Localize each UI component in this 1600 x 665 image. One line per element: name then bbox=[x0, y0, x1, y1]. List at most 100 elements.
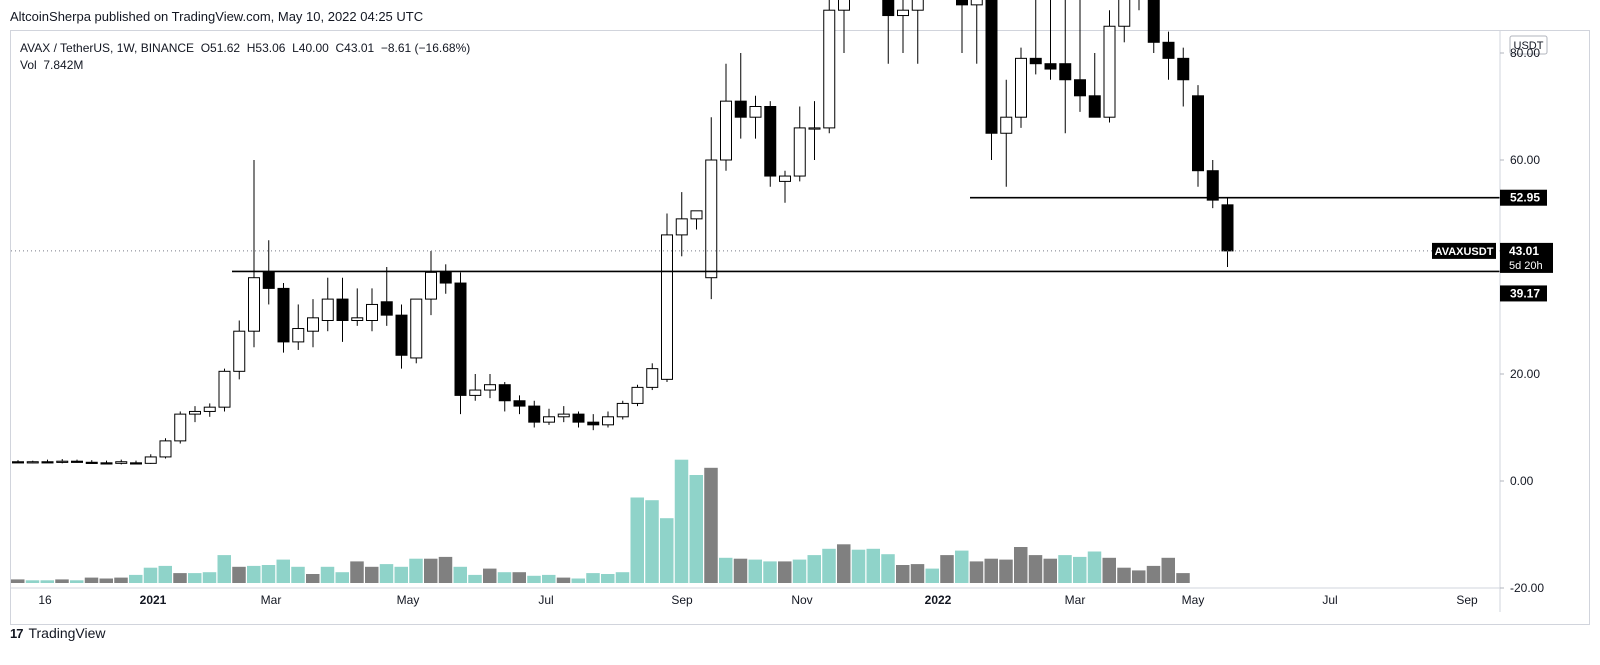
y-tick-label: 20.00 bbox=[1510, 367, 1540, 381]
candle-down bbox=[1059, 63, 1072, 81]
volume-bar bbox=[335, 572, 349, 583]
volume-bar bbox=[158, 565, 172, 583]
candle-up bbox=[1118, 0, 1131, 27]
volume-bar bbox=[40, 580, 54, 583]
candle-down bbox=[882, 0, 895, 17]
volume-bar bbox=[468, 574, 482, 583]
candle-up bbox=[26, 461, 39, 464]
x-tick-label: Jul bbox=[538, 593, 553, 607]
x-tick-label: 2022 bbox=[925, 593, 952, 607]
volume-bar bbox=[25, 580, 40, 583]
volume-bar bbox=[969, 561, 984, 583]
volume-bar bbox=[99, 578, 113, 583]
candle-up bbox=[557, 413, 570, 418]
x-tick-label: 16 bbox=[38, 593, 52, 607]
candle-down bbox=[395, 314, 408, 356]
legend-volume: Vol 7.842M bbox=[20, 58, 84, 72]
volume-bar bbox=[84, 577, 99, 583]
volume-bar bbox=[1102, 557, 1116, 583]
volume-bar bbox=[955, 550, 969, 583]
volume-bar bbox=[306, 574, 320, 583]
candle-up bbox=[749, 106, 762, 118]
candle-down bbox=[41, 461, 54, 464]
candle-down bbox=[1177, 57, 1190, 81]
candle-down bbox=[1206, 170, 1219, 201]
candle-down bbox=[130, 462, 142, 465]
candle-up bbox=[808, 127, 821, 130]
candle-up bbox=[720, 100, 732, 161]
price-axis: USDT140.00120.00100.0080.0060.0040.0020.… bbox=[11, 31, 1548, 612]
volume-bar bbox=[674, 459, 689, 583]
volume-bar bbox=[11, 579, 25, 583]
candle-down bbox=[956, 0, 968, 6]
volume-bar bbox=[55, 579, 69, 583]
volume-bar bbox=[689, 475, 703, 583]
candle-up bbox=[366, 303, 378, 322]
volume-bar bbox=[615, 572, 630, 583]
volume-bar bbox=[453, 566, 467, 583]
currency-label-box bbox=[1509, 35, 1548, 55]
candle-up bbox=[203, 406, 216, 412]
volume-bar bbox=[1087, 551, 1102, 583]
volume-bar bbox=[129, 574, 143, 583]
candle-down bbox=[513, 400, 526, 407]
volume-bar bbox=[232, 566, 246, 583]
volume-bar bbox=[379, 564, 394, 583]
candle-down bbox=[1147, 0, 1160, 43]
candle-up bbox=[469, 389, 482, 396]
candle-down bbox=[572, 413, 585, 423]
x-tick-label: May bbox=[1182, 593, 1205, 607]
price-tag-support: 39.17 bbox=[1510, 286, 1540, 300]
x-tick-label: May bbox=[397, 593, 420, 607]
volume-bar bbox=[704, 467, 718, 583]
volume-bar bbox=[601, 574, 615, 583]
volume-bar bbox=[556, 577, 571, 583]
volume-bar bbox=[350, 561, 364, 583]
volume-bar bbox=[1176, 573, 1190, 583]
candle-down bbox=[985, 0, 998, 134]
candle-up bbox=[911, 0, 924, 11]
candle-down bbox=[85, 461, 98, 464]
candle-up bbox=[661, 234, 673, 380]
candle-up bbox=[793, 127, 806, 177]
volume-bar bbox=[143, 567, 158, 583]
volume-bar bbox=[837, 544, 851, 583]
volume-bar bbox=[512, 572, 526, 583]
volume-bar bbox=[542, 574, 556, 583]
candle-up bbox=[1015, 57, 1027, 118]
volume-bar bbox=[188, 573, 202, 583]
candle-up bbox=[484, 384, 496, 391]
candle-up bbox=[779, 175, 791, 182]
candle-down bbox=[1044, 63, 1057, 70]
candle-up bbox=[838, 0, 850, 11]
symbol-tag: AVAXUSDT bbox=[1435, 246, 1494, 258]
bar-countdown: 5d 20h bbox=[1509, 260, 1543, 272]
candle-up bbox=[425, 271, 437, 300]
currency-label: USDT bbox=[1514, 40, 1544, 52]
volume-bar bbox=[866, 548, 880, 583]
candle-down bbox=[1029, 57, 1042, 65]
volume-bar bbox=[1058, 555, 1072, 583]
candle-up bbox=[646, 368, 659, 388]
candle-down bbox=[1192, 95, 1204, 172]
symbol-tag-box bbox=[1432, 242, 1496, 259]
volume-bar bbox=[276, 559, 290, 583]
candle-up bbox=[233, 330, 246, 372]
volume-bar bbox=[483, 568, 497, 583]
candle-down bbox=[587, 421, 600, 426]
tradingview-logo-icon: 17 bbox=[10, 625, 24, 641]
volume-bar bbox=[527, 575, 541, 583]
x-tick-label: Nov bbox=[791, 593, 812, 607]
candle-up bbox=[115, 461, 128, 464]
x-tick-label: Jul bbox=[1322, 593, 1337, 607]
candle-up bbox=[248, 277, 260, 332]
volume-bar bbox=[851, 549, 866, 583]
footer-branding: 17 TradingView bbox=[10, 625, 106, 641]
volume-bars bbox=[11, 459, 1190, 583]
volume-bar bbox=[438, 556, 453, 583]
x-tick-label: Sep bbox=[1456, 593, 1478, 607]
horizontal-levels bbox=[11, 196, 1500, 273]
candle-down bbox=[1088, 95, 1101, 118]
candle-up bbox=[321, 298, 334, 322]
